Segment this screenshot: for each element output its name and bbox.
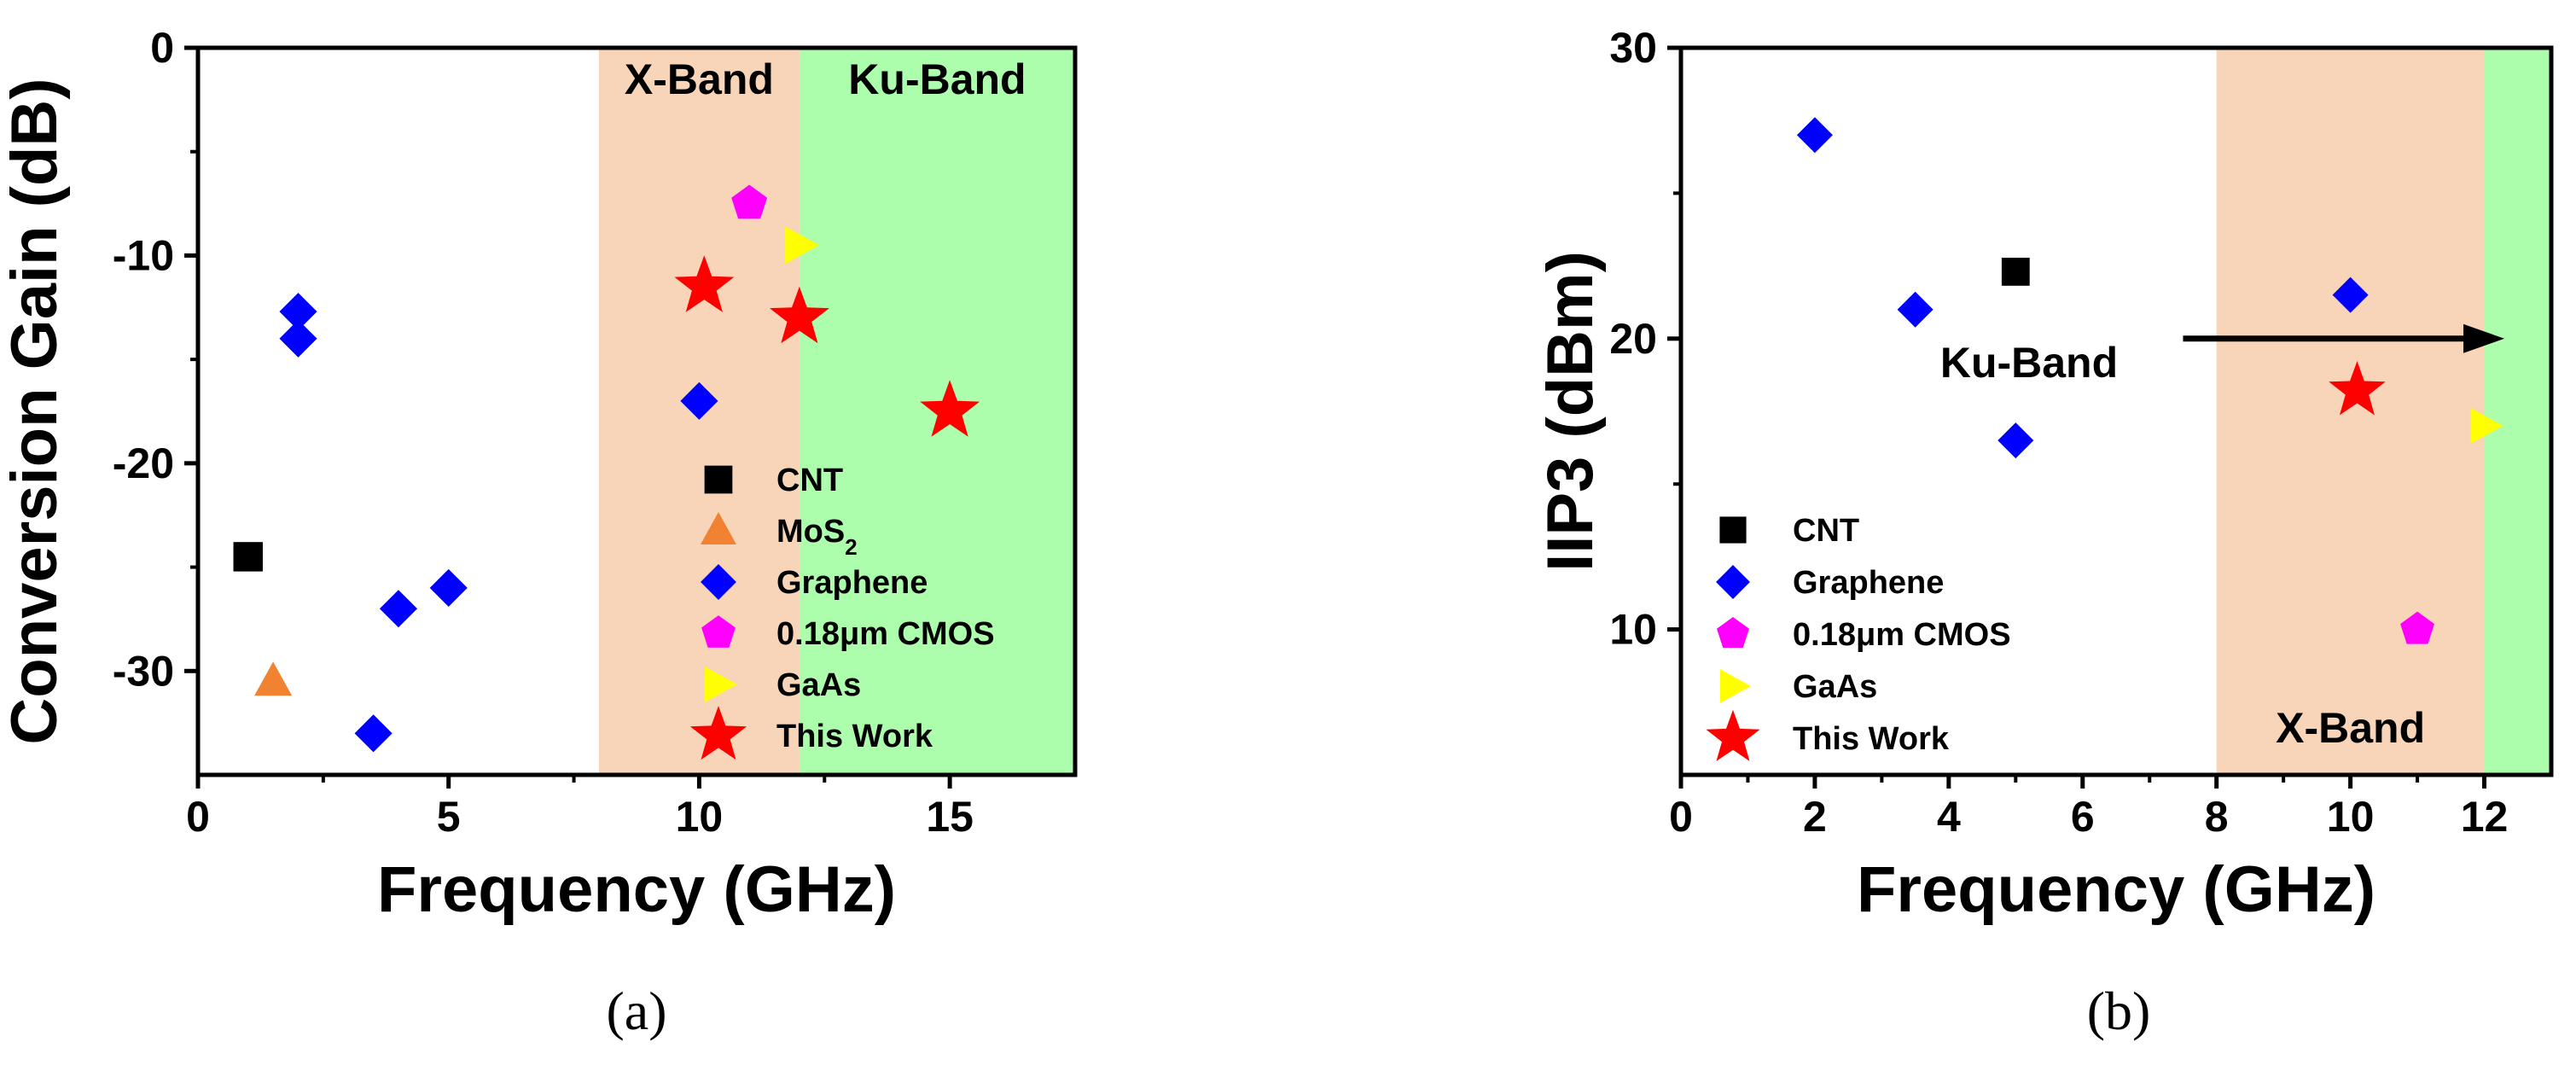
y-axis-title: IIP3 (dBm) xyxy=(1534,251,1607,572)
data-point-graphene xyxy=(1897,291,1933,328)
data-point-this-work xyxy=(674,255,735,312)
band-label-ku-band: Ku-Band xyxy=(848,55,1026,103)
x-tick-label: 5 xyxy=(437,793,461,841)
y-tick-label: -30 xyxy=(113,647,174,695)
legend-label-graphene: Graphene xyxy=(1793,565,1944,601)
legend-marker-gaas xyxy=(705,666,737,702)
y-tick-label: 10 xyxy=(1609,606,1657,654)
band-label-x-band: X-Band xyxy=(625,55,774,103)
panel-caption: (a) xyxy=(606,981,666,1041)
legend-marker-mos2 xyxy=(701,512,736,544)
y-tick-label: 30 xyxy=(1609,24,1657,72)
x-tick-label: 0 xyxy=(186,793,210,841)
legend-marker-this-work xyxy=(689,706,747,760)
data-point-graphene xyxy=(379,590,418,628)
data-point-this-work xyxy=(2329,361,2386,416)
legend-label-mos2: MoS2 xyxy=(776,514,858,560)
legend-label-gaas: GaAs xyxy=(1793,669,1877,705)
data-point-cnt xyxy=(233,542,263,572)
data-point-this-work xyxy=(770,286,829,344)
data-point-graphene xyxy=(279,319,317,358)
x-tick-label: 4 xyxy=(1937,793,1961,841)
legend-marker-cnt xyxy=(704,465,733,494)
y-tick-label: -10 xyxy=(113,231,174,279)
y-tick-label: 20 xyxy=(1609,315,1657,363)
legend-label-this-work: This Work xyxy=(776,719,933,754)
legend-label-cnt: CNT xyxy=(776,463,843,498)
legend-marker-cnt xyxy=(1719,516,1747,544)
y-tick-label: 0 xyxy=(150,24,174,72)
data-point-graphene xyxy=(429,568,468,607)
legend-label-graphene: Graphene xyxy=(776,565,927,601)
legend: CNT MoS2 Graphene 0.18μm CMOS GaAs This Work xyxy=(689,463,995,760)
legend-marker-gaas xyxy=(1719,669,1751,703)
legend-marker-graphene xyxy=(1716,565,1750,599)
band-green xyxy=(2484,48,2551,775)
data-point-mos2 xyxy=(254,661,293,696)
legend-marker-graphene xyxy=(701,564,736,600)
data-point-graphene xyxy=(1997,422,2034,459)
legend-label-cnt: CNT xyxy=(1793,513,1859,549)
chart-panel-a: X-Band Ku-Band 0 5 10 15 0 -10 -20 -30 Frequency (… xyxy=(0,24,1078,1041)
annotation-arrow-head xyxy=(2463,323,2505,353)
legend: CNT Graphene 0.18μm CMOS GaAs This Work xyxy=(1706,513,2011,761)
data-point-graphene xyxy=(354,714,393,753)
data-point-graphene xyxy=(680,381,718,420)
data-point-graphene xyxy=(279,293,317,331)
annotation-label-ku-band: Ku-Band xyxy=(1940,339,2118,387)
legend-label-0-18-m-cmos: 0.18μm CMOS xyxy=(1793,617,2011,653)
x-tick-label: 10 xyxy=(2327,793,2375,841)
data-point-graphene xyxy=(2332,276,2369,313)
y-tick-label: -20 xyxy=(113,439,174,487)
x-tick-label: 6 xyxy=(2071,793,2095,841)
x-axis-title: Frequency (GHz) xyxy=(1857,853,2375,926)
band-x-band xyxy=(2216,48,2485,775)
data-point-0-18-m-cmos xyxy=(2400,611,2434,644)
legend-marker-0-18-m-cmos xyxy=(701,615,736,648)
legend-marker-this-work xyxy=(1706,709,1760,761)
band-label-x-band: X-Band xyxy=(2276,704,2425,752)
x-tick-label: 8 xyxy=(2205,793,2229,841)
chart-panel-b: X-Band 0 2 4 6 8 10 12 10 20 30 Frequency (GHz) IIP3… xyxy=(1534,24,2554,1041)
legend-label-this-work: This Work xyxy=(1793,721,1950,757)
x-tick-label: 15 xyxy=(926,793,974,841)
x-tick-label: 0 xyxy=(1669,793,1693,841)
x-tick-label: 10 xyxy=(676,793,724,841)
legend-label-gaas: GaAs xyxy=(776,667,861,703)
data-point-gaas xyxy=(2470,408,2503,445)
data-point-this-work xyxy=(920,380,980,437)
data-point-graphene xyxy=(1796,117,1833,154)
legend-label-0-18-m-cmos: 0.18μm CMOS xyxy=(776,616,995,652)
x-tick-label: 12 xyxy=(2461,793,2509,841)
data-point-gaas xyxy=(785,226,820,265)
panel-caption: (b) xyxy=(2087,981,2151,1041)
x-tick-label: 2 xyxy=(1803,793,1827,841)
data-point-0-18-m-cmos xyxy=(731,184,768,219)
legend-marker-0-18-m-cmos xyxy=(1717,617,1749,649)
y-axis-title: Conversion Gain (dB) xyxy=(0,78,71,744)
plot-frame xyxy=(1678,45,2554,777)
plot-frame xyxy=(195,45,1078,777)
x-axis-title: Frequency (GHz) xyxy=(377,853,896,926)
data-point-cnt xyxy=(2001,258,2030,286)
